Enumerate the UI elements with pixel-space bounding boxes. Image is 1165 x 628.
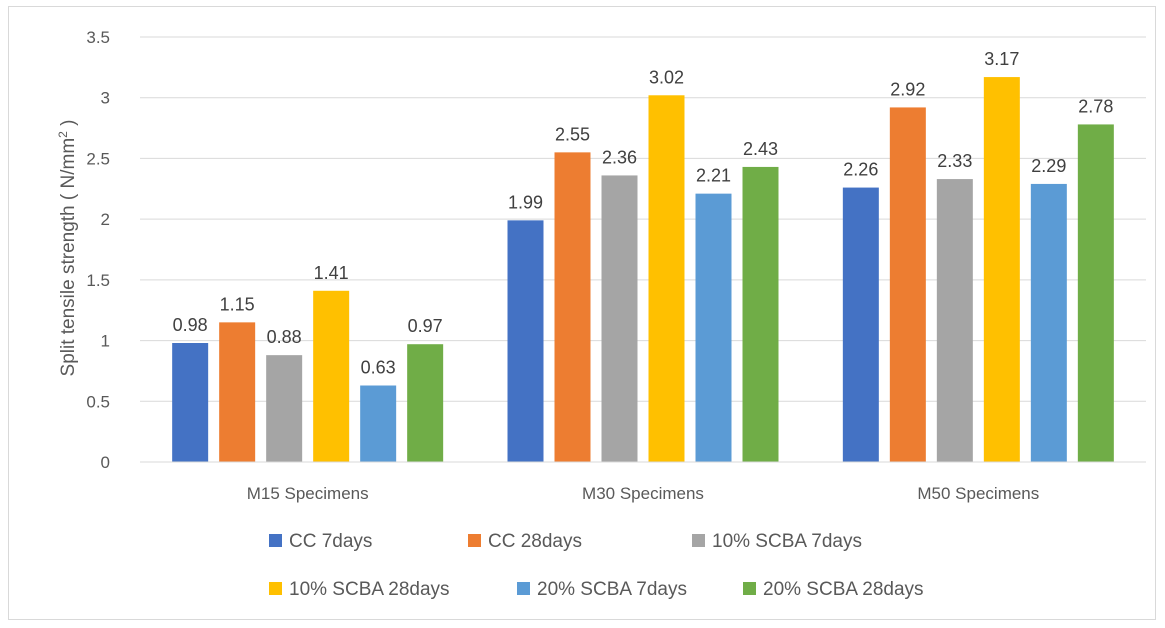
- x-tick-label: M30 Specimens: [582, 484, 704, 503]
- bar: [983, 77, 1020, 463]
- x-tick-label: M15 Specimens: [247, 484, 369, 503]
- data-label: 2.92: [890, 79, 925, 99]
- legend-swatch: [468, 534, 481, 547]
- legend-swatch: [517, 582, 530, 595]
- data-label: 1.99: [508, 192, 543, 212]
- gridlines: [140, 36, 1146, 402]
- legend-label: 20% SCBA 7days: [537, 579, 687, 600]
- bar: [360, 385, 397, 462]
- data-label: 2.33: [937, 151, 972, 171]
- bar: [1077, 124, 1114, 462]
- bars: [172, 77, 1114, 463]
- legend-item: CC 7days: [269, 531, 372, 552]
- bar: [648, 95, 685, 463]
- legend-swatch: [743, 582, 756, 595]
- data-label: 0.98: [173, 315, 208, 335]
- bar: [842, 187, 879, 463]
- y-tick-label: 1: [101, 332, 110, 351]
- y-tick-label: 3: [101, 89, 110, 108]
- legend-label: CC 28days: [488, 531, 582, 552]
- data-label: 3.17: [984, 49, 1019, 69]
- legend-item: 10% SCBA 28days: [269, 579, 450, 600]
- legend: CC 7days CC 28days 10% SCBA 7days 10% SCBA …: [269, 531, 924, 600]
- data-label: 0.97: [408, 316, 443, 336]
- data-label: 2.29: [1031, 156, 1066, 176]
- legend-swatch: [692, 534, 705, 547]
- data-label: 1.41: [314, 263, 349, 283]
- y-axis-title-superscript: 2: [56, 131, 70, 138]
- legend-label: CC 7days: [289, 531, 372, 552]
- bar: [695, 193, 732, 462]
- data-label: 0.88: [267, 327, 302, 347]
- y-tick-label: 2: [101, 210, 110, 229]
- y-tick-label: 2.5: [86, 149, 110, 168]
- legend-swatch: [269, 534, 282, 547]
- bar: [1030, 183, 1067, 462]
- data-label: 2.36: [602, 147, 637, 167]
- legend-item: 20% SCBA 28days: [743, 579, 924, 600]
- data-label: 2.78: [1078, 96, 1113, 116]
- data-label: 1.15: [220, 294, 255, 314]
- legend-item: 10% SCBA 7days: [692, 531, 862, 552]
- bar: [554, 152, 591, 462]
- data-label: 2.26: [843, 160, 878, 180]
- data-label: 2.21: [696, 166, 731, 186]
- bar: [266, 355, 303, 462]
- legend-label: 10% SCBA 7days: [712, 531, 862, 552]
- data-label: 3.02: [649, 67, 684, 87]
- bar: [936, 179, 973, 463]
- bar: [407, 344, 444, 462]
- bar: [507, 220, 544, 462]
- y-tick-label: 3.5: [86, 28, 110, 47]
- bar: [601, 175, 638, 462]
- y-tick-label: 1.5: [86, 271, 110, 290]
- legend-item: 20% SCBA 7days: [517, 579, 687, 600]
- axes: 0 0.5 1 1.5 2 2.5 3 3.5 M15 Specimens M30 Specime…: [86, 28, 1146, 503]
- data-label: 0.63: [361, 358, 396, 378]
- legend-item: CC 28days: [468, 531, 582, 552]
- data-labels: 0.98 1.15 0.88 1.41 0.63 0.97 1.99 2.55 2.36 3.02…: [173, 49, 1114, 377]
- x-tick-label: M50 Specimens: [917, 484, 1039, 503]
- bar: [219, 322, 256, 462]
- bar: [889, 107, 926, 462]
- y-tick-label: 0: [101, 453, 110, 472]
- data-label: 2.43: [743, 139, 778, 159]
- y-axis-title: Split tensile strength ( N/mm2 ): [56, 120, 79, 377]
- bar: [742, 166, 779, 462]
- data-label: 2.55: [555, 124, 590, 144]
- bar: [172, 343, 209, 462]
- bar: [313, 290, 350, 462]
- legend-label: 20% SCBA 28days: [763, 579, 924, 600]
- legend-swatch: [269, 582, 282, 595]
- legend-label: 10% SCBA 28days: [289, 579, 450, 600]
- y-tick-label: 0.5: [86, 392, 110, 411]
